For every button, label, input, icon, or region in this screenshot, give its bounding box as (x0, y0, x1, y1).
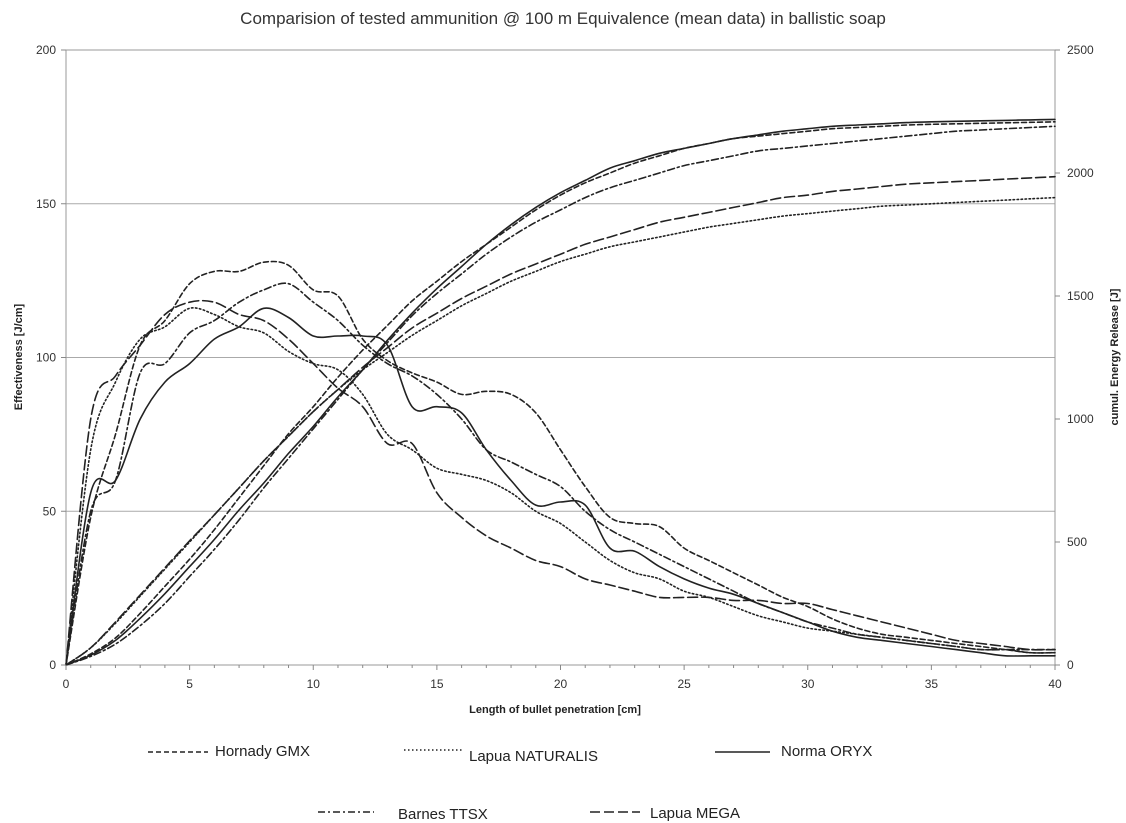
y-tick-label-3: 150 (36, 197, 56, 211)
x-tick-label-4: 20 (554, 677, 568, 691)
series-line-lapua-naturalis-effectiveness (65, 307, 1056, 666)
legend-label-lapua-naturalis: Lapua NATURALIS (469, 748, 598, 765)
legend-label-norma-oryx: Norma ORYX (781, 743, 872, 760)
series-line-barnes-ttsx-cumulative (65, 125, 1056, 666)
x-axis-label: Length of bullet penetration [cm] (469, 704, 641, 716)
x-tick-label-0: 0 (63, 677, 70, 691)
y2-tick-label-4: 2000 (1067, 166, 1094, 180)
series-line-lapua-mega-cumulative (65, 175, 1056, 666)
chart-title: Comparision of tested ammunition @ 100 m… (240, 9, 886, 28)
y2-axis-label: cumul. Energy Release [J] (1109, 288, 1121, 425)
x-axis-ticks: 0 5 10 15 20 25 30 35 40 (63, 665, 1062, 691)
series-line-barnes-ttsx-effectiveness (65, 282, 1056, 666)
series-line-norma-oryx-cumulative (65, 118, 1056, 666)
y-tick-label-2: 100 (36, 351, 56, 365)
series-line-norma-oryx-effectiveness (65, 307, 1056, 666)
y-tick-label-1: 50 (43, 504, 57, 518)
y-tick-label-0: 0 (49, 658, 56, 672)
x-tick-label-6: 30 (801, 677, 815, 691)
grid-lines (66, 49, 1055, 666)
y2-axis-ticks: 0 500 1000 1500 2000 2500 (1055, 43, 1094, 672)
x-tick-label-7: 35 (925, 677, 939, 691)
x-tick-label-2: 10 (307, 677, 321, 691)
x-tick-label-3: 15 (430, 677, 444, 691)
x-tick-label-5: 25 (677, 677, 691, 691)
series-line-lapua-naturalis-cumulative (65, 196, 1056, 666)
y2-tick-label-1: 500 (1067, 535, 1087, 549)
x-tick-label-8: 40 (1048, 677, 1062, 691)
legend-label-lapua-mega: Lapua MEGA (650, 805, 740, 822)
y-axis-ticks: 0 50 100 150 200 (36, 43, 66, 672)
series-layer (65, 118, 1056, 666)
series-line-hornady-gmx-effectiveness (65, 260, 1056, 666)
y2-tick-label-5: 2500 (1067, 43, 1094, 57)
series-line-hornady-gmx-cumulative (65, 121, 1056, 666)
legend: Hornady GMX Lapua NATURALIS Norma ORYX Barn… (148, 743, 872, 823)
x-tick-label-1: 5 (186, 677, 193, 691)
legend-label-hornady-gmx: Hornady GMX (215, 743, 310, 760)
y2-tick-label-3: 1500 (1067, 289, 1094, 303)
y-axis-label: Effectiveness [J/cm] (13, 303, 25, 410)
legend-label-barnes-ttsx: Barnes TTSX (398, 806, 488, 823)
y2-tick-label-0: 0 (1067, 658, 1074, 672)
y-tick-label-4: 200 (36, 43, 56, 57)
y2-tick-label-2: 1000 (1067, 412, 1094, 426)
series-line-lapua-mega-effectiveness (65, 299, 1056, 666)
